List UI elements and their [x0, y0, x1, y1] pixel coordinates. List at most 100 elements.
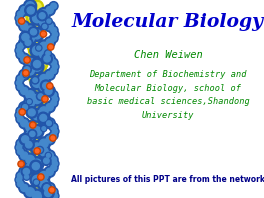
Circle shape: [30, 60, 44, 74]
Circle shape: [52, 193, 58, 198]
Circle shape: [21, 152, 28, 159]
Circle shape: [34, 61, 41, 68]
Circle shape: [16, 42, 25, 51]
Circle shape: [23, 139, 34, 150]
Circle shape: [20, 110, 24, 114]
Circle shape: [26, 99, 41, 114]
Circle shape: [35, 116, 45, 126]
Circle shape: [37, 40, 50, 53]
Circle shape: [30, 108, 44, 122]
Circle shape: [40, 83, 48, 91]
Circle shape: [31, 98, 40, 108]
Circle shape: [40, 10, 48, 18]
Circle shape: [34, 180, 38, 184]
Circle shape: [49, 2, 58, 10]
Circle shape: [30, 172, 39, 181]
Circle shape: [17, 141, 23, 146]
Circle shape: [35, 124, 44, 133]
Circle shape: [20, 19, 23, 23]
Circle shape: [49, 90, 58, 99]
Circle shape: [46, 136, 53, 143]
Circle shape: [37, 16, 50, 29]
Circle shape: [26, 131, 34, 140]
Circle shape: [51, 68, 56, 74]
Circle shape: [44, 134, 55, 145]
Circle shape: [19, 150, 30, 161]
Circle shape: [46, 39, 53, 46]
Circle shape: [37, 120, 45, 129]
Circle shape: [32, 143, 41, 152]
Circle shape: [31, 63, 44, 76]
Circle shape: [49, 131, 58, 140]
Circle shape: [42, 127, 46, 130]
Circle shape: [23, 72, 29, 78]
Circle shape: [35, 158, 42, 166]
Circle shape: [43, 82, 49, 89]
Circle shape: [51, 127, 59, 135]
Circle shape: [40, 107, 48, 115]
Circle shape: [31, 58, 43, 70]
Circle shape: [44, 53, 55, 64]
Circle shape: [32, 175, 43, 185]
Circle shape: [16, 80, 22, 85]
Circle shape: [32, 111, 41, 120]
Circle shape: [52, 32, 58, 37]
Circle shape: [23, 153, 37, 166]
Circle shape: [26, 26, 34, 35]
Circle shape: [34, 177, 41, 184]
Circle shape: [52, 96, 58, 102]
Circle shape: [19, 166, 30, 177]
Circle shape: [40, 180, 48, 188]
Circle shape: [31, 69, 38, 77]
Circle shape: [30, 6, 39, 15]
Circle shape: [28, 9, 38, 19]
Circle shape: [46, 184, 53, 191]
Circle shape: [28, 72, 38, 82]
Circle shape: [21, 104, 28, 111]
Circle shape: [40, 139, 48, 148]
Circle shape: [17, 76, 23, 82]
Circle shape: [21, 136, 28, 143]
Circle shape: [32, 162, 39, 169]
Circle shape: [29, 140, 44, 154]
Circle shape: [21, 55, 28, 62]
Circle shape: [19, 53, 30, 64]
Circle shape: [31, 48, 45, 62]
Circle shape: [30, 92, 44, 106]
Circle shape: [48, 84, 51, 88]
Circle shape: [23, 32, 37, 45]
Circle shape: [23, 56, 37, 69]
Circle shape: [16, 115, 25, 124]
Circle shape: [23, 121, 37, 134]
Circle shape: [30, 131, 35, 136]
Circle shape: [52, 161, 58, 166]
Circle shape: [35, 21, 43, 29]
Circle shape: [44, 118, 55, 129]
Circle shape: [34, 94, 43, 104]
Circle shape: [31, 78, 37, 83]
Circle shape: [25, 58, 29, 62]
Circle shape: [17, 19, 23, 25]
Circle shape: [33, 179, 40, 186]
Circle shape: [36, 45, 42, 51]
Circle shape: [35, 61, 44, 70]
Circle shape: [19, 85, 30, 96]
Circle shape: [16, 10, 25, 19]
Circle shape: [16, 113, 22, 118]
Circle shape: [32, 46, 41, 55]
Circle shape: [40, 115, 48, 124]
Circle shape: [49, 34, 58, 43]
Circle shape: [32, 174, 38, 179]
Circle shape: [16, 82, 25, 91]
Circle shape: [40, 31, 47, 37]
Circle shape: [34, 146, 44, 156]
Circle shape: [30, 76, 44, 90]
Circle shape: [32, 128, 41, 137]
Circle shape: [19, 134, 30, 145]
Circle shape: [23, 88, 37, 102]
Circle shape: [42, 32, 45, 36]
Circle shape: [21, 166, 31, 177]
Circle shape: [31, 132, 38, 139]
Circle shape: [26, 34, 34, 43]
Circle shape: [33, 19, 45, 31]
